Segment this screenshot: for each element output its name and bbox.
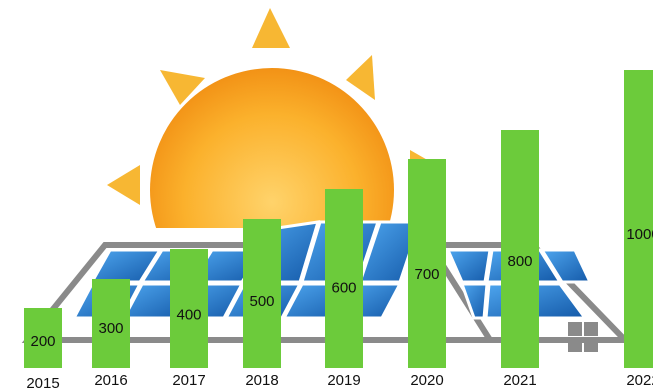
bar-2021 [501,130,539,368]
bar-2016 [92,279,130,368]
bar-value-label: 1000 [626,226,653,243]
x-tick-label: 2016 [94,372,127,389]
x-tick-label: 2020 [410,372,443,389]
x-tick-label: 2018 [245,372,278,389]
x-tick-label: 2017 [172,372,205,389]
bar-2020 [408,159,446,368]
bar-2017 [170,249,208,368]
x-tick-label: 2022 [626,372,653,389]
bar-value-label: 400 [176,306,201,323]
bar-value-label: 600 [331,279,356,296]
bar-2015 [24,308,62,368]
bar-value-label: 200 [30,333,55,350]
x-tick-label: 2021 [503,372,536,389]
x-axis-ticks: 2015 2016 2017 2018 2019 2020 2021 2022 [26,372,653,392]
bar-2022 [624,70,653,368]
bar-value-label: 500 [249,293,274,310]
bar-value-label: 300 [98,320,123,337]
bar-2018 [243,219,281,368]
bar-value-label: 800 [507,253,532,270]
bar-2019 [325,189,363,368]
window-icon [568,322,598,352]
bar-value-label: 700 [414,266,439,283]
bars-layer: 200 300 400 500 600 700 800 1000 [24,70,653,368]
x-tick-label: 2019 [327,372,360,389]
x-tick-label: 2015 [26,375,59,392]
